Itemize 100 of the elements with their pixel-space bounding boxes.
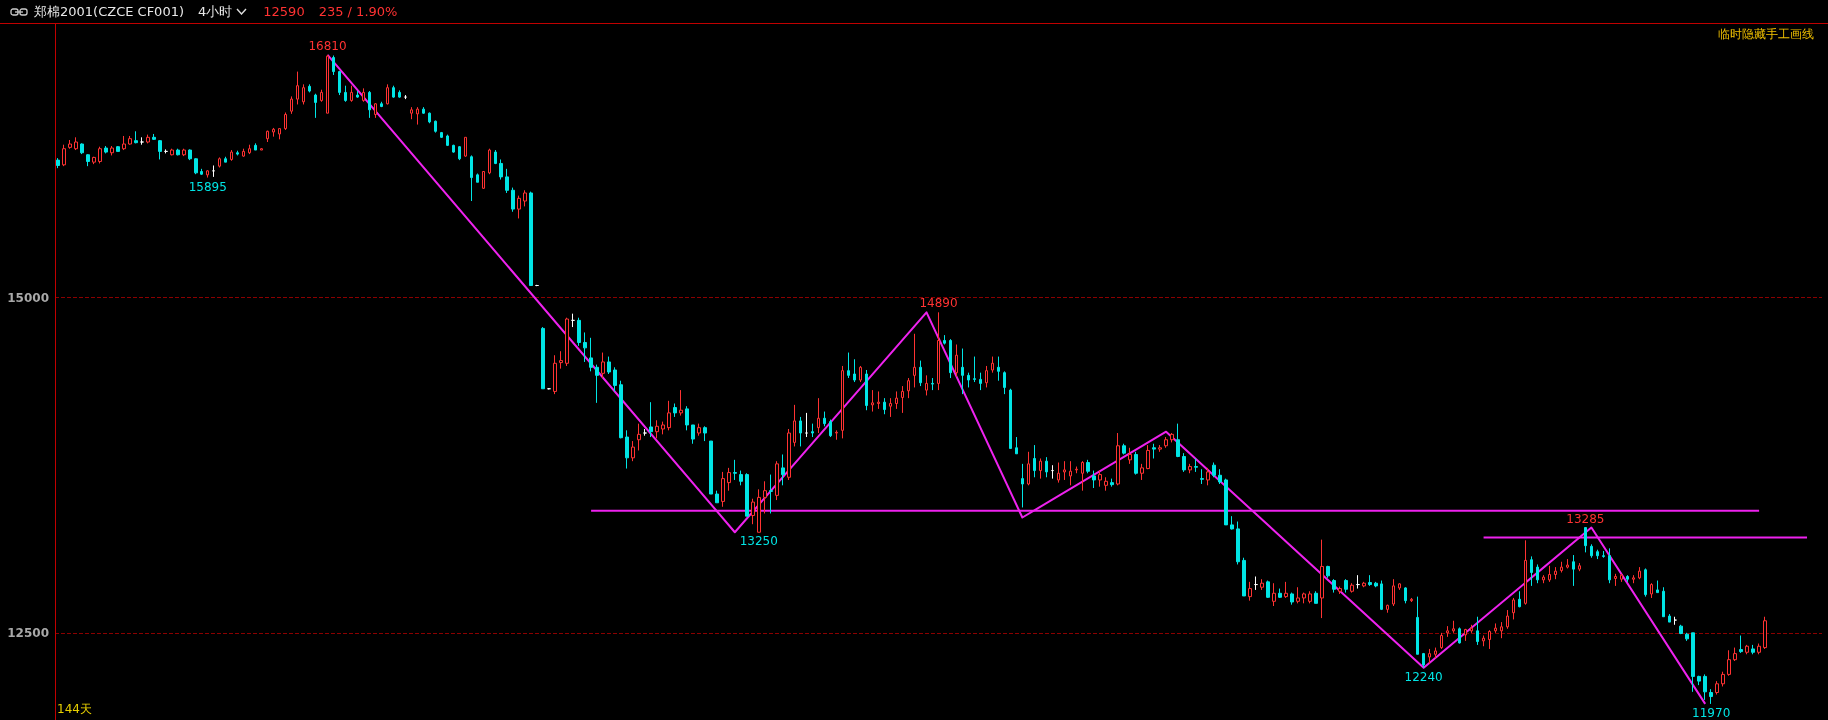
candlestick bbox=[1500, 621, 1503, 639]
candlestick bbox=[1518, 590, 1521, 608]
candlestick bbox=[619, 380, 623, 439]
candlestick bbox=[116, 145, 120, 152]
candlestick bbox=[589, 337, 593, 372]
candlestick bbox=[1266, 580, 1270, 599]
candlestick bbox=[380, 101, 383, 108]
candlestick bbox=[1027, 451, 1030, 486]
candlestick bbox=[871, 389, 874, 413]
candlestick bbox=[290, 95, 293, 115]
candlestick bbox=[823, 411, 826, 427]
candlestick bbox=[236, 150, 239, 156]
candlestick bbox=[494, 149, 497, 165]
candlestick bbox=[919, 360, 922, 387]
candlestick bbox=[284, 112, 287, 131]
candlestick bbox=[1662, 586, 1665, 618]
candlestick bbox=[1308, 590, 1312, 604]
candlestick bbox=[1458, 626, 1461, 645]
candlestick bbox=[1140, 463, 1144, 481]
candlestick bbox=[1116, 432, 1120, 486]
candlestick bbox=[1242, 557, 1246, 597]
candlestick bbox=[1410, 597, 1413, 603]
candlestick bbox=[1709, 688, 1713, 705]
candlestick bbox=[92, 156, 96, 165]
candlestick bbox=[661, 421, 665, 435]
candlestick bbox=[793, 404, 796, 447]
candlestick bbox=[913, 333, 916, 388]
candlestick bbox=[1644, 567, 1647, 598]
annotation: 临时隐藏手工画线 bbox=[1718, 26, 1814, 43]
candlestick bbox=[1494, 622, 1497, 634]
candlestick bbox=[1338, 586, 1342, 595]
candlestick bbox=[398, 89, 401, 99]
candlestick bbox=[1512, 597, 1515, 620]
candlestick bbox=[1572, 554, 1575, 587]
annotation: 13250 bbox=[739, 534, 778, 549]
candlestick bbox=[272, 127, 275, 138]
candlestick bbox=[673, 403, 677, 418]
candlestick bbox=[1632, 574, 1635, 584]
candlestick bbox=[1368, 574, 1372, 587]
candlestick bbox=[565, 317, 569, 367]
candlestick bbox=[1236, 521, 1240, 565]
candlestick bbox=[1075, 466, 1078, 474]
candlestick bbox=[1524, 539, 1527, 606]
candlestick bbox=[721, 471, 725, 508]
candlestick bbox=[991, 356, 994, 374]
candlestick bbox=[517, 195, 521, 219]
candlestick bbox=[278, 128, 281, 140]
candlestick bbox=[829, 419, 832, 438]
candlestick bbox=[1362, 581, 1366, 588]
candlestick bbox=[1536, 563, 1539, 584]
candlestick bbox=[745, 472, 749, 517]
candlestick bbox=[1296, 586, 1300, 604]
candlestick bbox=[751, 498, 755, 525]
candlestick bbox=[811, 423, 814, 438]
candlestick bbox=[320, 89, 323, 103]
candlestick bbox=[242, 148, 245, 158]
candlestick bbox=[1260, 578, 1264, 591]
candlestick bbox=[338, 70, 341, 96]
candlestick bbox=[422, 106, 425, 115]
candlestick bbox=[266, 130, 269, 143]
candlestick bbox=[1230, 515, 1234, 531]
candlestick bbox=[553, 354, 557, 395]
candlestick bbox=[631, 440, 635, 462]
candlestick bbox=[176, 148, 180, 156]
candlestick bbox=[883, 397, 886, 415]
candlestick bbox=[476, 173, 479, 183]
candlestick bbox=[925, 374, 928, 396]
candlestick bbox=[470, 154, 473, 202]
candlestick bbox=[571, 313, 575, 328]
candlestick bbox=[1542, 574, 1545, 584]
annotation: 11970 bbox=[1692, 705, 1731, 720]
candlestick bbox=[691, 424, 695, 445]
candlestick bbox=[140, 136, 144, 146]
candlestick bbox=[464, 136, 467, 158]
candlestick bbox=[80, 142, 84, 155]
chart-title: 郑棉2001(CZCE CF001) bbox=[34, 2, 185, 21]
candlestick bbox=[1278, 588, 1282, 599]
candlestick bbox=[1685, 632, 1689, 642]
candlestick bbox=[356, 90, 359, 99]
candlestick bbox=[943, 334, 946, 346]
candlestick bbox=[458, 145, 461, 161]
candlestick bbox=[613, 366, 617, 392]
candlestick bbox=[1045, 456, 1048, 478]
candlestick bbox=[1248, 581, 1252, 602]
candlestick bbox=[254, 142, 257, 151]
candlestick bbox=[1476, 616, 1479, 646]
annotation: 16810 bbox=[308, 38, 347, 53]
candlestick bbox=[1033, 444, 1036, 478]
candlestick bbox=[1152, 443, 1156, 459]
candlestick bbox=[1727, 649, 1731, 677]
candlestick bbox=[1212, 462, 1216, 478]
candlestick bbox=[781, 453, 785, 486]
annotation: 13285 bbox=[1566, 511, 1605, 526]
candlestick bbox=[1668, 613, 1671, 623]
candlestick bbox=[1134, 451, 1138, 476]
candlestick bbox=[1039, 458, 1042, 480]
candlestick bbox=[1506, 609, 1509, 630]
candlestick bbox=[416, 106, 419, 126]
candlestick bbox=[655, 419, 659, 439]
candlestick bbox=[1086, 459, 1090, 474]
